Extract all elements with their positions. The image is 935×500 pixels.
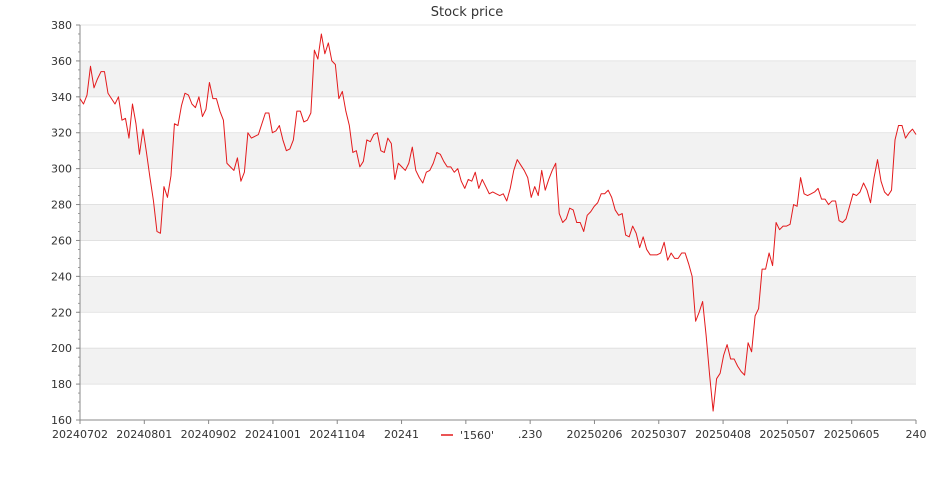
x-tick-label: 20240902 [181, 428, 237, 441]
y-tick-label: 180 [51, 378, 72, 391]
y-tick-label: 220 [51, 306, 72, 319]
y-tick-label: 280 [51, 199, 72, 212]
y-tick-label: 300 [51, 163, 72, 176]
series-lines [79, 33, 917, 412]
y-tick-label: 380 [51, 19, 72, 32]
horizontal-gridlines [80, 24, 916, 421]
y-tick-label: 240 [51, 270, 72, 283]
x-tick-label: 20250408 [695, 428, 751, 441]
y-tick-label: 360 [51, 55, 72, 68]
y-tick-label: 340 [51, 91, 72, 104]
x-tick-label: .230 [518, 428, 543, 441]
grid-band [80, 276, 916, 313]
series-line [79, 33, 917, 412]
y-tick-label: 200 [51, 342, 72, 355]
y-tick-label: 260 [51, 234, 72, 247]
legend: '1560' [437, 427, 497, 443]
axes [76, 24, 917, 424]
x-tick-label: 20241001 [245, 428, 301, 441]
grid-band [80, 204, 916, 241]
x-tick-label: 240 [906, 428, 927, 441]
x-tick-label: 20241 [384, 428, 419, 441]
background-bands [80, 60, 916, 385]
x-tick-label: 20241104 [309, 428, 365, 441]
x-tick-label: 20250307 [631, 428, 687, 441]
grid-band [80, 60, 916, 97]
x-tick-label: 20240702 [52, 428, 108, 441]
legend-label: '1560' [460, 429, 494, 442]
y-axis-tick-labels: 160 180 200 220 240 260 280 300 320 340 360 380 [51, 19, 72, 427]
legend-background [437, 427, 497, 443]
grid-band [80, 132, 916, 169]
y-tick-label: 160 [51, 414, 72, 427]
x-tick-label: 20250507 [759, 428, 815, 441]
y-tick-label: 320 [51, 127, 72, 140]
x-tick-label: 20250206 [566, 428, 622, 441]
grid-band [80, 348, 916, 385]
chart-title: Stock price [431, 5, 503, 20]
x-tick-label: 20240801 [116, 428, 172, 441]
x-tick-label: 20250605 [824, 428, 880, 441]
x-axis-tick-labels: 20240702 20240801 20240902 20241001 20241104… [52, 428, 927, 441]
